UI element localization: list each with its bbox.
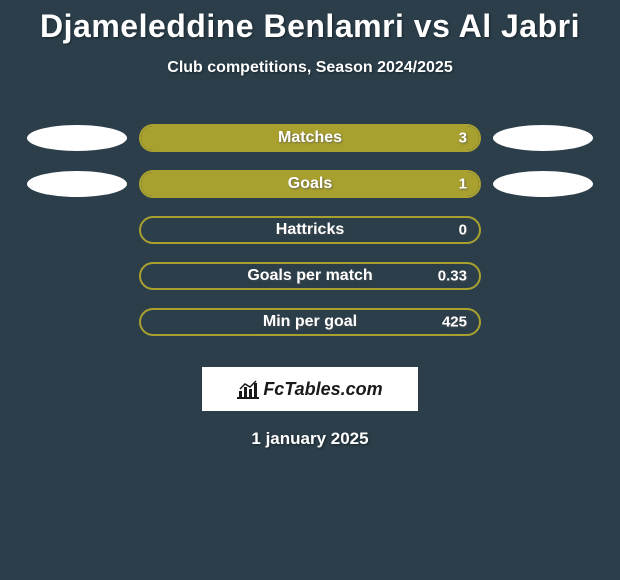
- right-ellipse: [493, 171, 593, 197]
- page-title: Djameleddine Benlamri vs Al Jabri: [0, 0, 620, 45]
- stat-row: Goals 1: [0, 161, 620, 207]
- stat-label: Matches: [278, 129, 342, 147]
- stat-row: Hattricks 0: [0, 207, 620, 253]
- logo-text: FcTables.com: [263, 379, 382, 400]
- page-subtitle: Club competitions, Season 2024/2025: [0, 59, 620, 77]
- stat-row: Min per goal 425: [0, 299, 620, 345]
- left-ellipse: [27, 125, 127, 151]
- stat-label: Goals: [288, 175, 332, 193]
- stat-value: 425: [442, 314, 467, 331]
- date-label: 1 january 2025: [0, 429, 620, 449]
- stat-bar: Min per goal 425: [139, 308, 481, 336]
- stat-bar: Matches 3: [139, 124, 481, 152]
- stat-value: 0: [459, 222, 467, 239]
- stat-value: 3: [459, 130, 467, 147]
- stat-row: Goals per match 0.33: [0, 253, 620, 299]
- stat-label: Goals per match: [247, 267, 372, 285]
- stat-value: 1: [459, 176, 467, 193]
- logo-box: FcTables.com: [202, 367, 418, 411]
- stat-bar: Goals per match 0.33: [139, 262, 481, 290]
- stat-value: 0.33: [438, 268, 467, 285]
- stat-bar: Goals 1: [139, 170, 481, 198]
- stat-bar: Hattricks 0: [139, 216, 481, 244]
- stat-label: Min per goal: [263, 313, 357, 331]
- left-ellipse: [27, 171, 127, 197]
- stat-label: Hattricks: [276, 221, 344, 239]
- right-ellipse: [493, 125, 593, 151]
- stats-rows: Matches 3 Goals 1 Hattricks 0 Goals per match 0…: [0, 115, 620, 345]
- stat-row: Matches 3: [0, 115, 620, 161]
- chart-icon: [237, 379, 259, 399]
